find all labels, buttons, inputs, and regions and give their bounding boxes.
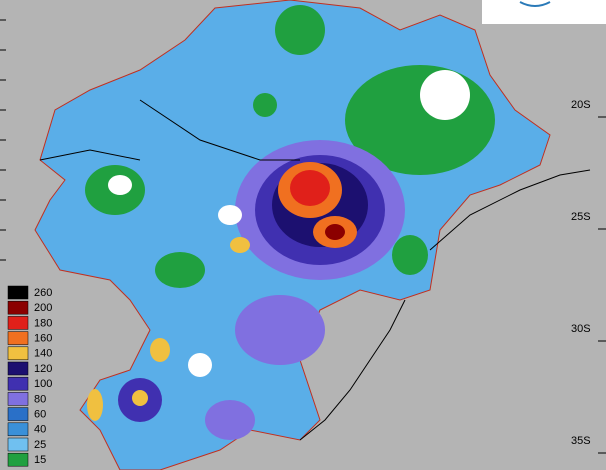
legend-swatch xyxy=(7,346,29,361)
latitude-label: 20S xyxy=(571,99,591,111)
legend-label: 80 xyxy=(34,393,46,405)
axis-ticks xyxy=(0,19,6,261)
legend-label: 100 xyxy=(34,378,52,390)
legend-label: 160 xyxy=(34,333,52,345)
legend-swatch xyxy=(7,376,29,391)
latitude-label: 30S xyxy=(571,323,591,335)
legend-label: 60 xyxy=(34,409,46,421)
legend-swatch xyxy=(7,392,29,406)
legend-label: 200 xyxy=(34,302,52,314)
legend-swatch xyxy=(7,437,29,452)
precip-blobs xyxy=(85,5,495,440)
legend-swatch xyxy=(7,331,29,345)
legend-label: 25 xyxy=(34,439,46,451)
legend-swatch xyxy=(7,300,29,315)
legend-swatch xyxy=(7,316,29,330)
latitude-labels: 20S 25S 30S 35S xyxy=(571,99,606,454)
legend-swatch xyxy=(7,452,29,467)
legend-label: 260 xyxy=(34,287,52,299)
legend-swatch xyxy=(7,361,29,376)
legend-swatch xyxy=(7,422,29,437)
legend-label: 15 xyxy=(34,454,46,466)
legend-swatch xyxy=(7,407,29,421)
legend-swatch xyxy=(7,285,29,300)
latitude-label: 25S xyxy=(571,211,591,223)
latitude-label: 35S xyxy=(571,435,591,447)
legend-label: 120 xyxy=(34,363,52,375)
coastline xyxy=(39,99,591,441)
legend-label: 180 xyxy=(34,317,52,329)
logo xyxy=(482,0,606,24)
legend-label: 140 xyxy=(34,348,52,360)
legend-label: 40 xyxy=(34,424,46,436)
legend: 260 200 180 160 140 120 100 80 60 40 25 15 xyxy=(4,282,58,470)
